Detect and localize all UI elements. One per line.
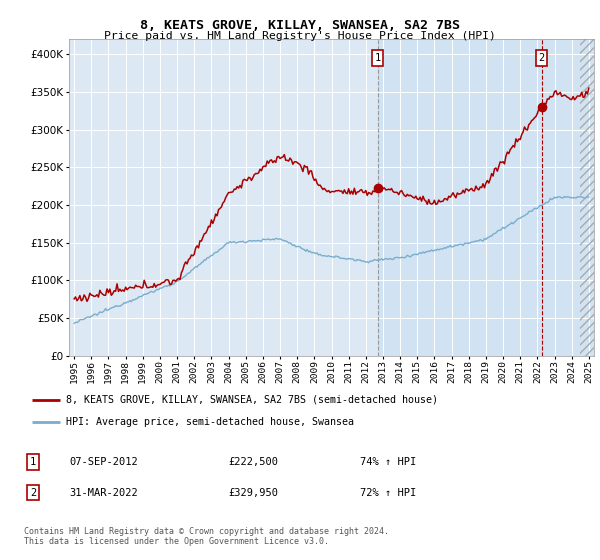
- Text: 2: 2: [539, 53, 545, 63]
- Text: HPI: Average price, semi-detached house, Swansea: HPI: Average price, semi-detached house,…: [66, 417, 354, 427]
- Text: 72% ↑ HPI: 72% ↑ HPI: [360, 488, 416, 498]
- Text: 8, KEATS GROVE, KILLAY, SWANSEA, SA2 7BS (semi-detached house): 8, KEATS GROVE, KILLAY, SWANSEA, SA2 7BS…: [66, 395, 438, 405]
- Text: Contains HM Land Registry data © Crown copyright and database right 2024.
This d: Contains HM Land Registry data © Crown c…: [24, 526, 389, 546]
- Text: 07-SEP-2012: 07-SEP-2012: [69, 457, 138, 467]
- Text: Price paid vs. HM Land Registry's House Price Index (HPI): Price paid vs. HM Land Registry's House …: [104, 31, 496, 41]
- Text: 2: 2: [30, 488, 36, 498]
- Text: 31-MAR-2022: 31-MAR-2022: [69, 488, 138, 498]
- Text: 74% ↑ HPI: 74% ↑ HPI: [360, 457, 416, 467]
- Text: 1: 1: [374, 53, 381, 63]
- Text: £222,500: £222,500: [228, 457, 278, 467]
- Text: £329,950: £329,950: [228, 488, 278, 498]
- Text: 8, KEATS GROVE, KILLAY, SWANSEA, SA2 7BS: 8, KEATS GROVE, KILLAY, SWANSEA, SA2 7BS: [140, 19, 460, 32]
- Bar: [580, 39, 594, 356]
- Bar: [580, 39, 594, 356]
- Bar: [377, 39, 594, 356]
- Text: 1: 1: [30, 457, 36, 467]
